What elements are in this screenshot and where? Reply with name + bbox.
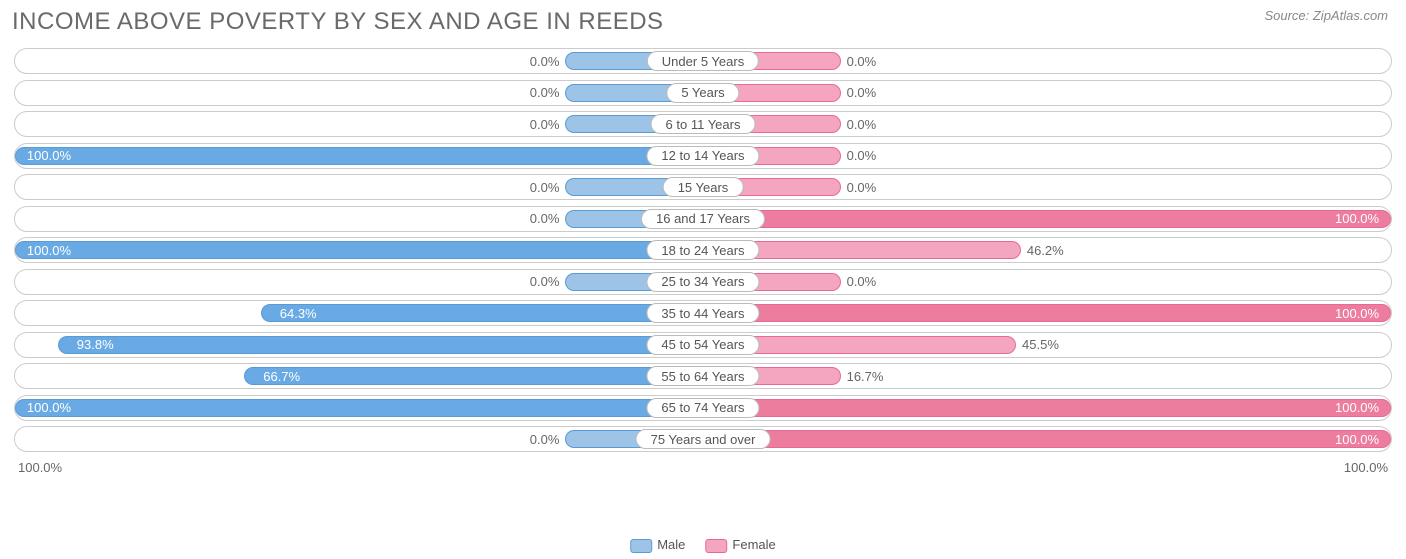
chart-row: 66.7% 16.7% 55 to 64 Years	[14, 363, 1392, 389]
male-bar	[58, 336, 703, 354]
legend-female: Female	[705, 537, 775, 553]
male-value: 0.0%	[530, 49, 560, 73]
male-value: 100.0%	[27, 396, 71, 420]
chart-row: 0.0% 100.0% 16 and 17 Years	[14, 206, 1392, 232]
male-bar	[15, 241, 703, 259]
female-value: 100.0%	[1335, 301, 1379, 325]
legend-male: Male	[630, 537, 685, 553]
chart-row: 0.0% 0.0% 5 Years	[14, 80, 1392, 106]
female-value: 0.0%	[847, 81, 877, 105]
female-swatch	[705, 539, 727, 553]
female-bar	[703, 399, 1391, 417]
age-label: 6 to 11 Years	[651, 114, 756, 134]
age-label: 25 to 34 Years	[646, 272, 759, 292]
age-label: 65 to 74 Years	[646, 398, 759, 418]
male-value: 64.3%	[280, 301, 317, 325]
age-label: 15 Years	[663, 177, 744, 197]
age-label: 12 to 14 Years	[646, 146, 759, 166]
legend: Male Female	[630, 537, 776, 553]
male-value: 100.0%	[27, 144, 71, 168]
chart-row: 100.0% 0.0% 12 to 14 Years	[14, 143, 1392, 169]
male-value: 0.0%	[530, 81, 560, 105]
chart-row: 0.0% 0.0% 25 to 34 Years	[14, 269, 1392, 295]
female-value: 100.0%	[1335, 207, 1379, 231]
male-value: 0.0%	[530, 175, 560, 199]
female-bar	[703, 304, 1391, 322]
chart-row: 0.0% 100.0% 75 Years and over	[14, 426, 1392, 452]
header: INCOME ABOVE POVERTY BY SEX AND AGE IN R…	[0, 0, 1406, 48]
age-label: 75 Years and over	[636, 429, 771, 449]
age-label: 5 Years	[666, 83, 739, 103]
male-bar	[15, 147, 703, 165]
chart-row: 100.0% 100.0% 65 to 74 Years	[14, 395, 1392, 421]
male-value: 0.0%	[530, 112, 560, 136]
female-bar	[703, 210, 1391, 228]
chart-row: 64.3% 100.0% 35 to 44 Years	[14, 300, 1392, 326]
male-value: 0.0%	[530, 270, 560, 294]
age-label: 45 to 54 Years	[646, 335, 759, 355]
age-label: 35 to 44 Years	[646, 303, 759, 323]
female-value: 0.0%	[847, 144, 877, 168]
male-bar	[15, 399, 703, 417]
male-swatch	[630, 539, 652, 553]
x-axis: 100.0% 100.0%	[0, 458, 1406, 475]
legend-male-label: Male	[657, 537, 685, 552]
male-value: 0.0%	[530, 207, 560, 231]
female-value: 0.0%	[847, 270, 877, 294]
chart-row: 0.0% 0.0% Under 5 Years	[14, 48, 1392, 74]
female-value: 100.0%	[1335, 427, 1379, 451]
male-value: 100.0%	[27, 238, 71, 262]
chart-title: INCOME ABOVE POVERTY BY SEX AND AGE IN R…	[12, 8, 664, 36]
chart-row: 0.0% 0.0% 15 Years	[14, 174, 1392, 200]
female-bar	[703, 430, 1391, 448]
chart-row: 93.8% 45.5% 45 to 54 Years	[14, 332, 1392, 358]
male-value: 93.8%	[77, 333, 114, 357]
chart-row: 0.0% 0.0% 6 to 11 Years	[14, 111, 1392, 137]
female-value: 0.0%	[847, 112, 877, 136]
age-label: Under 5 Years	[647, 51, 759, 71]
male-value: 0.0%	[530, 427, 560, 451]
male-bar	[261, 304, 703, 322]
age-label: 16 and 17 Years	[641, 209, 765, 229]
chart-area: 0.0%0.0%Under 5 Years0.0%0.0%5 Years0.0%…	[0, 48, 1406, 452]
female-value: 16.7%	[847, 364, 884, 388]
male-bar	[244, 367, 703, 385]
female-value: 100.0%	[1335, 396, 1379, 420]
axis-right-label: 100.0%	[1344, 460, 1388, 475]
axis-left-label: 100.0%	[18, 460, 62, 475]
female-value: 46.2%	[1027, 238, 1064, 262]
chart-row: 100.0% 46.2% 18 to 24 Years	[14, 237, 1392, 263]
legend-female-label: Female	[732, 537, 775, 552]
female-value: 0.0%	[847, 175, 877, 199]
female-value: 0.0%	[847, 49, 877, 73]
age-label: 55 to 64 Years	[646, 366, 759, 386]
female-value: 45.5%	[1022, 333, 1059, 357]
age-label: 18 to 24 Years	[646, 240, 759, 260]
source-attribution: Source: ZipAtlas.com	[1264, 8, 1388, 23]
male-value: 66.7%	[263, 364, 300, 388]
